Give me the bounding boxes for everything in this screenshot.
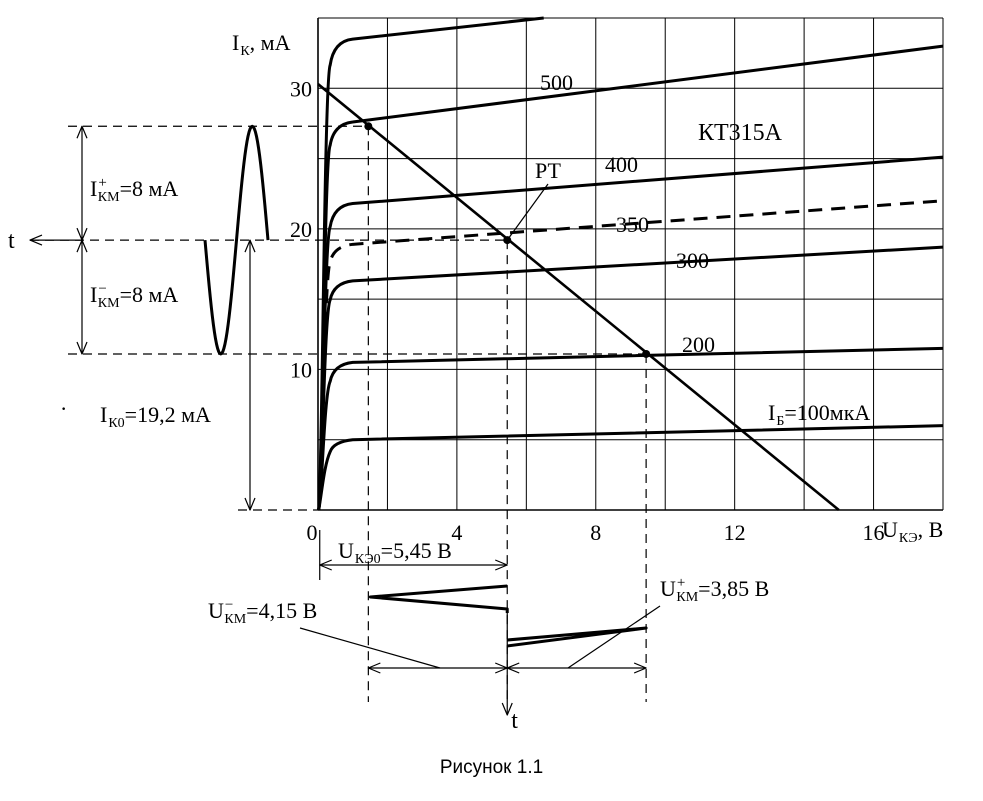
arrow-head (506, 662, 520, 674)
arrow-head (244, 239, 256, 253)
ik0-label: IК0=19,2 мА (100, 402, 211, 431)
load-line (317, 83, 840, 512)
current-waveform (203, 124, 270, 356)
operating-point-label: РТ (535, 158, 562, 183)
chart-title: КТ315А (698, 120, 783, 146)
x-tick-label: 0 (307, 520, 318, 545)
ukm-plus-label: U+ КМ=3,85 В (660, 575, 769, 605)
stray-dot: · (60, 396, 67, 421)
arrow-head (367, 662, 381, 674)
t-label-left: t (8, 228, 15, 254)
y-tick-label: 10 (290, 357, 312, 382)
x-tick-label: 16 (863, 520, 885, 545)
ukm-plus-leader (567, 605, 661, 669)
arrow-head (501, 702, 513, 716)
x-tick-label: 4 (451, 520, 462, 545)
ukm-minus-leader (299, 627, 441, 669)
annotations (29, 124, 661, 716)
figure-caption: Рисунок 1.1 (439, 757, 544, 778)
ukeo-label: UКЭ0=5,45 В (338, 538, 452, 567)
operating-point-leader (506, 183, 549, 241)
grid (317, 17, 944, 511)
arrow-head (495, 559, 508, 571)
characteristic-curve (317, 16, 544, 511)
curve-label: 300 (676, 248, 709, 273)
y-axis-label: IК, мА (232, 30, 291, 59)
arrow-head (29, 234, 43, 246)
x-axis-label: UКЭ, В (882, 517, 943, 546)
voltage-waveform-lower (507, 626, 648, 648)
curve-label: 200 (682, 332, 715, 357)
y-tick-label: 20 (290, 217, 312, 242)
y-tick-label: 30 (290, 76, 312, 101)
characteristic-curve (317, 424, 944, 511)
voltage-waveform-upper (368, 584, 509, 613)
curve-label: 500 (540, 70, 573, 95)
x-tick-label: 12 (724, 520, 746, 545)
arrow-head (633, 662, 647, 674)
curve-label: 350 (616, 212, 649, 237)
ikm-plus-label: I+ КМ=8 мА (90, 175, 178, 205)
output-characteristics (317, 16, 944, 512)
characteristic-curve (317, 155, 944, 511)
characteristic-curve (317, 245, 944, 511)
curve-label: IБ=100мкА (768, 400, 870, 429)
x-tick-label: 8 (590, 520, 601, 545)
arrow-head (76, 125, 88, 139)
arrow-head (76, 341, 88, 355)
t-label-bottom: t (511, 708, 518, 734)
ikm-minus-label: I− КМ=8 мА (90, 281, 178, 311)
curve-label: 400 (605, 152, 638, 177)
arrow-head (244, 497, 256, 511)
labels: 0 4 8 12 16 10 20 30 IК, мА UКЭ, В КТ315А IБ=100мкА… (8, 30, 943, 734)
ukm-minus-label: U− КМ=4,15 В (208, 597, 317, 627)
